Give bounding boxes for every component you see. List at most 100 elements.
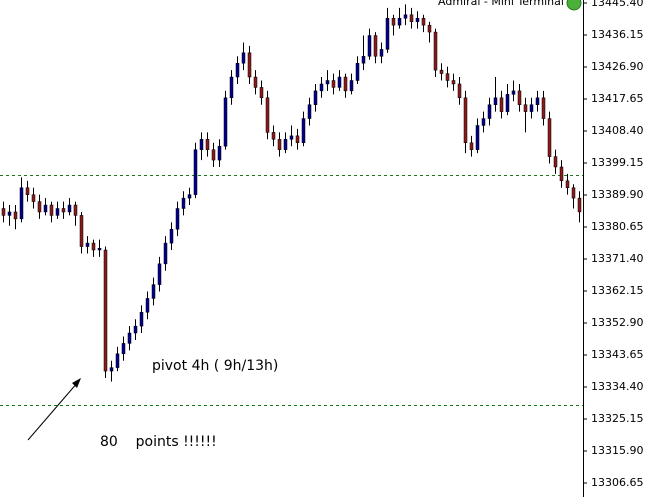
candle-body (571, 187, 576, 199)
candle (373, 32, 378, 64)
candle (481, 111, 486, 133)
candle (277, 132, 282, 157)
y-tick-label: 13426.90 (591, 60, 644, 73)
candle-body (169, 228, 174, 244)
y-tick-label: 13417.65 (591, 92, 644, 105)
candle (505, 83, 510, 116)
candle-body (307, 104, 312, 119)
candle-body (409, 14, 414, 22)
candle (67, 198, 72, 216)
candle (7, 205, 12, 226)
candle-body (493, 97, 498, 105)
candle-body (127, 332, 132, 344)
candle (265, 90, 270, 140)
candle (409, 7, 414, 29)
candle-body (31, 194, 36, 202)
candle (343, 73, 348, 98)
candle-body (1, 208, 6, 216)
candle-body (211, 149, 216, 161)
arrow-head (72, 378, 81, 388)
candle-body (97, 248, 102, 251)
candle (121, 336, 126, 361)
candle-body (481, 118, 486, 126)
candle-body (157, 263, 162, 285)
candle (283, 132, 288, 154)
annotation: 80 points !!!!!! (100, 434, 217, 450)
candle (103, 246, 108, 378)
candle (547, 111, 552, 164)
candle-body (193, 149, 198, 195)
candle (109, 360, 114, 382)
candle-body (319, 83, 324, 92)
candle-body (13, 211, 18, 220)
candle-body (259, 87, 264, 99)
candle-body (223, 97, 228, 147)
candle (205, 132, 210, 157)
candle (331, 73, 336, 95)
candle-body (151, 284, 156, 299)
candle-body (265, 97, 270, 133)
candle-body (325, 80, 330, 85)
candle (403, 4, 408, 26)
candle-body (427, 24, 432, 33)
candle (19, 177, 24, 223)
candle (73, 201, 78, 226)
candle (139, 305, 144, 334)
candle-body (91, 242, 96, 251)
candle (541, 90, 546, 126)
candle (493, 77, 498, 112)
candle-body (67, 204, 72, 213)
candle-body (295, 135, 300, 144)
candle (433, 28, 438, 78)
candle-body (205, 139, 210, 150)
candle-body (439, 69, 444, 74)
candle-body (379, 49, 384, 57)
candle (349, 73, 354, 95)
candle-body (271, 132, 276, 140)
candle (55, 201, 60, 219)
candle (181, 191, 186, 216)
candle (427, 21, 432, 43)
candle (337, 70, 342, 91)
candle (319, 77, 324, 98)
candle-body (385, 17, 390, 50)
candle (457, 77, 462, 105)
candle (391, 14, 396, 36)
candle-body (511, 90, 516, 95)
candle (91, 239, 96, 257)
candle-body (199, 139, 204, 150)
candle-body (73, 204, 78, 216)
y-tick-label: 13315.90 (591, 444, 644, 457)
y-tick-label: 13445.40 (591, 0, 644, 9)
candle (187, 187, 192, 206)
candle-body (361, 56, 366, 64)
candle (559, 160, 564, 188)
candle (517, 83, 522, 112)
candle-body (415, 17, 420, 22)
candle-body (463, 97, 468, 144)
candle (223, 90, 228, 150)
candle (421, 14, 426, 33)
candle (301, 111, 306, 147)
candle (85, 236, 90, 254)
candle-body (277, 139, 282, 150)
candle (133, 319, 138, 340)
candle (361, 35, 366, 71)
candle-body (121, 343, 126, 355)
candle-body (529, 104, 534, 112)
candle-body (343, 76, 348, 92)
candle (307, 97, 312, 126)
annotation: pivot 4h ( 9h/13h) (152, 358, 278, 374)
candle (475, 118, 480, 154)
candle-body (139, 312, 144, 327)
candle-body (535, 97, 540, 105)
candle (535, 90, 540, 112)
candle (313, 83, 318, 112)
candle (25, 180, 30, 202)
candle-body (37, 201, 42, 213)
candle-body (331, 80, 336, 88)
candle-body (475, 125, 480, 150)
candle-body (145, 298, 150, 313)
candle (289, 125, 294, 147)
